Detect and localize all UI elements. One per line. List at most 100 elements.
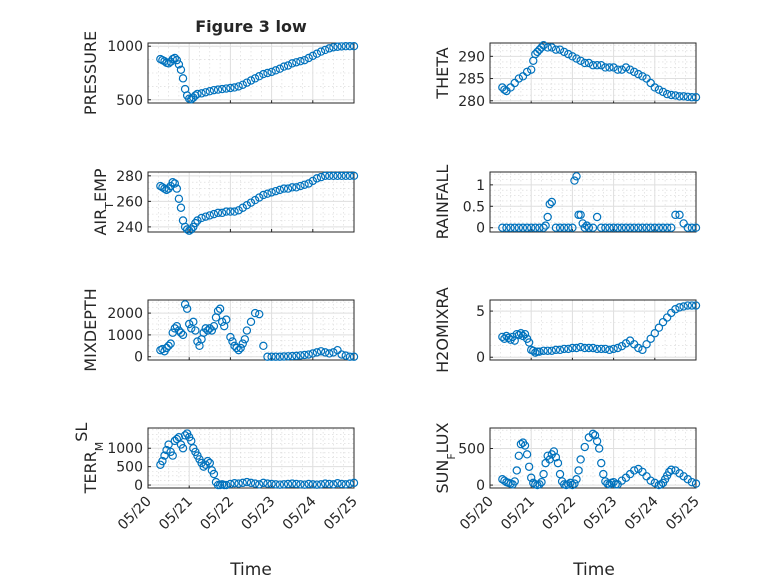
data-point — [197, 89, 206, 98]
data-point — [292, 479, 301, 489]
data-point — [230, 479, 239, 488]
data-point — [217, 208, 227, 218]
data-point — [203, 326, 212, 335]
data-point — [259, 190, 268, 200]
subplot-pressure: 500 1000 PRESSURE Figure 3 low — [81, 17, 359, 115]
data-point — [160, 451, 169, 460]
data-point — [209, 209, 219, 219]
data-point — [522, 223, 532, 232]
data-point — [601, 63, 610, 72]
data-point — [180, 431, 190, 440]
data-point — [522, 67, 532, 77]
data-point — [283, 184, 293, 193]
data-point — [551, 223, 561, 232]
data-point — [176, 328, 186, 337]
data-point — [329, 43, 338, 52]
data-point — [267, 188, 276, 197]
data-point — [592, 344, 602, 354]
data-point — [592, 436, 602, 446]
data-point — [691, 479, 701, 488]
data-point — [312, 174, 322, 183]
data-point — [275, 64, 285, 73]
data-point — [320, 45, 330, 55]
data-point — [166, 339, 175, 348]
data-point — [679, 92, 688, 101]
data-point — [545, 199, 554, 209]
data-point — [634, 343, 643, 353]
data-point — [329, 171, 338, 181]
data-point — [300, 180, 309, 189]
data-point — [599, 469, 608, 479]
subplot-rainfall: 0 0.5 1 RAINFALL — [433, 165, 701, 239]
data-point — [609, 477, 618, 487]
data-point — [349, 478, 359, 488]
data-point — [592, 212, 602, 222]
data-point — [588, 61, 598, 70]
data-point — [263, 189, 272, 198]
data-point — [543, 346, 552, 355]
data-point — [187, 225, 196, 234]
data-point — [349, 171, 359, 181]
data-point — [683, 92, 692, 101]
data-point — [621, 339, 631, 348]
data-point — [275, 352, 285, 361]
data-point — [566, 478, 575, 488]
data-point — [209, 85, 219, 95]
data-point — [329, 348, 338, 357]
series-sun_flux — [498, 429, 701, 490]
data-point — [529, 478, 538, 488]
data-point — [691, 93, 701, 102]
data-point — [574, 466, 583, 475]
data-point — [654, 223, 664, 232]
data-point — [570, 479, 579, 488]
data-point — [213, 208, 223, 218]
data-point — [518, 331, 528, 341]
data-point — [625, 223, 635, 232]
data-point — [572, 54, 581, 63]
data-point — [308, 51, 317, 61]
data-point — [230, 207, 239, 216]
data-point — [263, 479, 272, 488]
axes-frame — [489, 299, 697, 361]
series-mixdepth — [156, 300, 359, 361]
data-point — [292, 351, 301, 361]
data-point — [259, 341, 268, 351]
data-point — [226, 479, 235, 489]
series-terr_msl — [156, 429, 359, 490]
data-point — [234, 206, 243, 215]
data-point — [168, 451, 177, 460]
data-point — [242, 477, 252, 487]
axes-frame — [147, 171, 355, 233]
data-point — [162, 445, 171, 455]
data-point — [283, 61, 293, 70]
data-point — [271, 186, 280, 196]
data-point — [634, 69, 643, 79]
data-point — [325, 44, 334, 53]
data-point — [176, 65, 186, 74]
data-point — [176, 203, 186, 212]
y-tick-label: 1000 — [107, 39, 143, 55]
data-point — [568, 223, 577, 232]
y-axis-label: MIXDEPTH — [81, 288, 100, 371]
data-point — [609, 63, 618, 72]
data-point — [551, 345, 561, 355]
data-point — [238, 339, 247, 348]
data-point — [170, 179, 179, 188]
data-point — [609, 223, 618, 232]
data-point — [325, 349, 334, 358]
data-point — [308, 349, 317, 358]
data-point — [535, 347, 544, 356]
data-point — [667, 90, 676, 100]
data-point — [630, 223, 639, 232]
data-point — [288, 183, 297, 192]
data-point — [158, 183, 167, 192]
y-axis-label: H2OMIXRA — [433, 287, 452, 373]
data-point — [667, 465, 676, 474]
y-tick-label: 0 — [134, 350, 143, 366]
data-point — [516, 439, 526, 449]
data-point — [638, 223, 647, 232]
y-tick-label: 240 — [116, 220, 143, 236]
data-point — [349, 352, 359, 361]
